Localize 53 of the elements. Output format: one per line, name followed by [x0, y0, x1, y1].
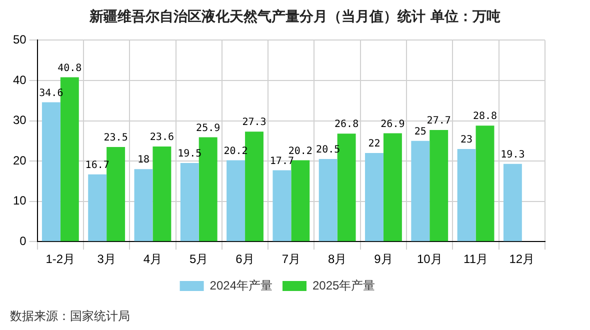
data-label: 26.9: [380, 118, 405, 130]
bar: [476, 126, 494, 242]
x-tick-label: 1-2月: [46, 252, 76, 266]
x-tick-label: 6月: [236, 252, 254, 266]
x-tick-label: 10月: [416, 252, 442, 266]
x-tick-label: 7月: [282, 252, 301, 266]
data-label: 25.9: [196, 122, 220, 134]
bar: [180, 163, 199, 242]
bar: [503, 164, 522, 242]
bar: [365, 152, 384, 242]
source-note: 数据来源：国家统计局: [10, 308, 130, 325]
chart-title: 新疆维吾尔自治区液化天然气产量分月（当月值）统计 单位：万吨: [88, 8, 502, 26]
x-tick-label: 3月: [97, 252, 116, 266]
y-tick-label: 50: [12, 32, 27, 47]
legend-label: 2024年产量: [210, 278, 273, 292]
legend-label: 2025年产量: [312, 278, 376, 292]
bar: [88, 174, 107, 242]
bar: [134, 169, 153, 242]
data-label: 23: [460, 134, 473, 146]
data-label: 17.7: [270, 156, 294, 167]
x-tick-label: 8月: [328, 252, 347, 266]
y-tick-label: 10: [12, 194, 27, 208]
bar: [411, 140, 430, 242]
data-label: 19.3: [500, 149, 525, 160]
data-label: 27.3: [242, 117, 266, 128]
data-label: 22: [368, 138, 380, 150]
bar: [226, 160, 246, 242]
data-label: 18: [137, 154, 150, 166]
bar: [430, 130, 448, 242]
x-tick-label: 5月: [190, 252, 208, 266]
bar: [245, 132, 264, 242]
data-label: 23.5: [104, 132, 128, 144]
data-label: 28.8: [472, 111, 498, 122]
data-label: 26.8: [334, 119, 359, 130]
bar: [457, 148, 476, 242]
y-tick-label: 30: [12, 113, 27, 128]
bar: [152, 146, 172, 242]
data-label: 27.7: [426, 116, 451, 127]
x-tick-label: 4月: [143, 252, 162, 266]
data-label: 20.2: [288, 146, 312, 157]
data-label: 23.6: [150, 132, 174, 144]
data-label: 40.8: [58, 62, 82, 74]
bar: [318, 159, 338, 242]
y-tick-label: 20: [12, 153, 27, 168]
bar: [383, 133, 402, 242]
x-tick-label: 9月: [374, 252, 393, 266]
y-tick-label: 40: [12, 72, 27, 87]
data-label: 25: [414, 126, 426, 138]
y-tick-label: 0: [20, 234, 27, 248]
bar: [42, 102, 60, 242]
x-tick-label: 12月: [509, 252, 535, 266]
bar: [272, 170, 292, 242]
x-tick-label: 11月: [464, 252, 488, 266]
